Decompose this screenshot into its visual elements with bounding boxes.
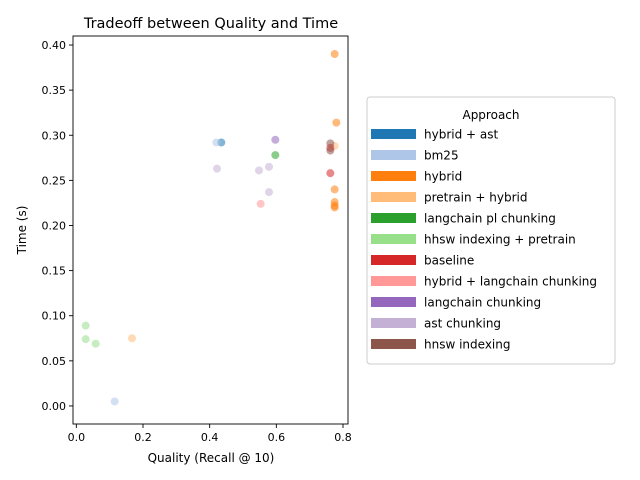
data-point (326, 139, 335, 148)
y-tick-label: 0.10 (42, 310, 67, 323)
legend-swatch (371, 297, 416, 307)
legend-swatch (371, 276, 416, 286)
x-tick-label: 0.0 (68, 431, 86, 444)
y-tick-label: 0.40 (42, 39, 67, 52)
legend-label: hybrid + langchain chunking (424, 275, 597, 289)
legend-swatch (371, 255, 416, 265)
x-tick-label: 0.4 (201, 431, 219, 444)
y-tick-label: 0.25 (42, 174, 67, 187)
legend-label: hybrid + ast (424, 128, 498, 142)
x-axis-label: Quality (Recall @ 10) (148, 451, 275, 465)
data-point (255, 166, 263, 175)
data-point (212, 138, 221, 147)
data-point (332, 118, 341, 127)
x-axis-ticks: 0.0 0.2 0.4 0.6 0.8 (68, 424, 352, 444)
legend-swatch (371, 213, 416, 223)
y-tick-label: 0.30 (42, 129, 67, 142)
data-point (330, 203, 339, 212)
y-axis-ticks: 0.00 0.05 0.10 0.15 0.20 0.25 0.30 0.35 0.40 (42, 39, 73, 413)
legend-label: langchain chunking (424, 296, 541, 310)
data-point (271, 151, 280, 160)
y-tick-label: 0.35 (42, 84, 67, 97)
legend: Approach hybrid + ast bm25 hybrid pretrain … (366, 96, 616, 365)
legend-items: hybrid + ast bm25 hybrid pretrain + hybrid l… (371, 128, 597, 352)
data-point (81, 335, 90, 344)
legend-label: baseline (424, 254, 474, 268)
data-point (213, 164, 221, 173)
legend-label: ast chunking (424, 317, 501, 331)
legend-swatch (371, 339, 416, 349)
legend-title: Approach (462, 108, 519, 122)
y-axis-label: Time (s) (15, 206, 29, 256)
data-point (330, 185, 339, 194)
data-point (81, 321, 90, 330)
legend-box (366, 96, 616, 365)
data-point (326, 169, 335, 178)
plot-frame (72, 35, 349, 425)
legend-swatch (371, 318, 416, 328)
legend-swatch (371, 234, 416, 244)
y-tick-label: 0.15 (42, 265, 67, 278)
x-tick-label: 0.2 (134, 431, 152, 444)
legend-swatch (371, 150, 416, 160)
legend-label: hnsw indexing (424, 338, 510, 352)
points-layer (81, 50, 341, 406)
data-point (128, 334, 136, 343)
data-point (256, 199, 265, 208)
y-tick-label: 0.20 (42, 219, 67, 232)
legend-swatch (371, 129, 416, 139)
legend-label: bm25 (424, 149, 459, 163)
x-tick-label: 0.8 (334, 431, 352, 444)
y-tick-label: 0.05 (42, 355, 67, 368)
data-point (271, 135, 280, 144)
legend-swatch (371, 171, 416, 181)
y-tick-label: 0.00 (42, 400, 67, 413)
legend-label: hhsw indexing + pretrain (424, 233, 576, 247)
legend-label: hybrid (424, 170, 462, 184)
data-point (265, 162, 273, 171)
x-tick-label: 0.6 (268, 431, 286, 444)
legend-swatch (371, 192, 416, 202)
data-point (91, 339, 100, 348)
legend-label: langchain pl chunking (424, 212, 556, 226)
legend-label: pretrain + hybrid (424, 191, 528, 205)
data-point (326, 146, 335, 155)
data-point (110, 397, 119, 406)
data-point (265, 188, 273, 197)
data-point (330, 50, 339, 59)
chart-title: Tradeoff between Quality and Time (83, 16, 338, 32)
